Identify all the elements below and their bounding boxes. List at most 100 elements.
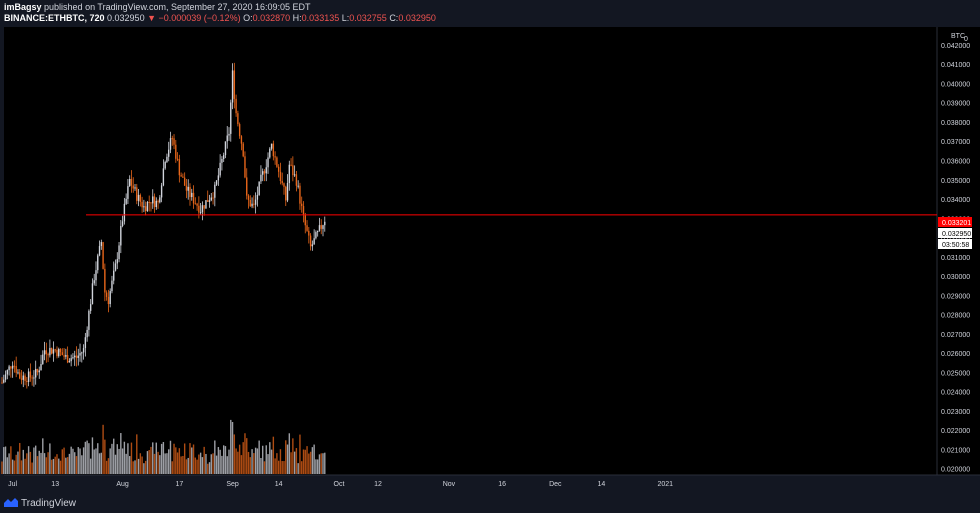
price-axis[interactable]: 0.042000 0.041000 0.040000 0.039000 0.038000… bbox=[941, 43, 970, 474]
volume-bar bbox=[68, 453, 71, 474]
candle-body bbox=[34, 368, 37, 378]
volume-bar bbox=[189, 443, 191, 474]
volume-bar bbox=[256, 448, 259, 474]
volume-bar bbox=[228, 449, 230, 474]
volume-bar bbox=[150, 446, 152, 474]
price-axis-tick-label: 0.031000 bbox=[941, 255, 970, 262]
candle-body bbox=[180, 175, 182, 177]
volume-bar bbox=[52, 458, 55, 474]
candle-body bbox=[173, 138, 175, 145]
candle-body bbox=[270, 143, 273, 149]
time-axis-tick-label: Sep bbox=[226, 481, 239, 488]
candle-body bbox=[285, 186, 287, 201]
volume-bar bbox=[230, 419, 232, 474]
candle-body bbox=[192, 192, 195, 204]
chart-canvas[interactable]: 0.042000 0.041000 0.040000 0.039000 0.038000… bbox=[0, 24, 980, 502]
volume-bar bbox=[61, 449, 63, 474]
candle-body bbox=[27, 371, 30, 382]
volume-bar bbox=[75, 456, 78, 474]
candle-body bbox=[166, 156, 168, 162]
candle-body bbox=[224, 141, 227, 156]
candle-body bbox=[111, 280, 113, 292]
open-value: 0.032870 bbox=[252, 13, 291, 23]
candle-body bbox=[203, 205, 205, 209]
candle-body bbox=[256, 194, 259, 200]
volume-bar bbox=[277, 460, 280, 474]
time-axis[interactable]: Jul 13 Aug 17 Sep 14 Oct 12 Nov 16 Dec 14 2021 bbox=[8, 481, 673, 488]
candle-body bbox=[116, 259, 118, 264]
candle-body bbox=[258, 181, 260, 195]
volume-bar bbox=[185, 459, 188, 474]
last-price-tag-background bbox=[938, 228, 972, 238]
time-axis-tick-label: Jul bbox=[8, 481, 17, 488]
volume-bars bbox=[1, 419, 326, 474]
price-axis-tick-label: 0.041000 bbox=[941, 62, 970, 69]
candle-body bbox=[208, 200, 211, 202]
candle-body bbox=[210, 197, 212, 201]
candle-body bbox=[107, 296, 110, 305]
volume-bar bbox=[159, 455, 161, 474]
volume-bar bbox=[194, 457, 197, 474]
candle-body bbox=[10, 366, 12, 369]
candle-body bbox=[222, 155, 225, 159]
candle-body bbox=[311, 244, 314, 247]
volume-bar bbox=[104, 439, 106, 474]
volume-bar bbox=[231, 422, 234, 474]
tradingview-logo-icon bbox=[4, 498, 18, 507]
candle-body bbox=[267, 157, 269, 168]
author-name[interactable]: imBagsy bbox=[4, 2, 42, 12]
candle-body bbox=[61, 352, 63, 356]
last-price-tag-text: 0.032950 bbox=[942, 231, 971, 238]
candle-body bbox=[77, 355, 79, 358]
volume-bar bbox=[251, 449, 253, 474]
candle-body bbox=[95, 270, 97, 281]
candle-body bbox=[104, 268, 106, 293]
candle-body bbox=[54, 349, 56, 351]
candles bbox=[1, 62, 326, 389]
volume-bar bbox=[3, 447, 5, 474]
candle-body bbox=[121, 221, 124, 226]
volume-bar bbox=[74, 452, 76, 474]
candle-body bbox=[249, 199, 251, 207]
volume-bar bbox=[267, 454, 269, 474]
volume-bar bbox=[45, 457, 48, 474]
candle-body bbox=[322, 225, 324, 229]
candle-body bbox=[75, 355, 78, 358]
price-axis-tick-label: 0.042000 bbox=[941, 43, 970, 50]
candle-body bbox=[288, 164, 291, 184]
volume-bar bbox=[144, 460, 147, 474]
candle-body bbox=[207, 200, 209, 202]
candle-body bbox=[286, 183, 289, 201]
candle-body bbox=[93, 280, 95, 284]
candle-body bbox=[313, 238, 315, 245]
volume-bar bbox=[113, 438, 115, 474]
volume-bar bbox=[79, 448, 81, 474]
volume-bar bbox=[269, 442, 271, 474]
volume-bar bbox=[217, 447, 220, 474]
candle-body bbox=[301, 203, 303, 207]
candle-body bbox=[36, 368, 39, 373]
candle-body bbox=[182, 176, 184, 178]
candle-body bbox=[19, 372, 21, 379]
candle-body bbox=[15, 366, 17, 373]
symbol-label[interactable]: BINANCE:ETHBTC, 720 bbox=[4, 13, 105, 23]
candle-body bbox=[47, 354, 49, 356]
price-axis-tick-label: 0.022000 bbox=[941, 428, 970, 435]
candle-body bbox=[247, 195, 250, 200]
volume-bar bbox=[84, 441, 87, 474]
candle-body bbox=[194, 203, 197, 205]
candle-body bbox=[297, 185, 299, 187]
volume-bar bbox=[279, 449, 282, 474]
candle-body bbox=[265, 167, 267, 174]
volume-bar bbox=[258, 440, 260, 474]
ohlc-legend: BINANCE:ETHBTC, 720 0.032950 ▼ −0.000039… bbox=[4, 13, 436, 23]
volume-bar bbox=[26, 453, 28, 474]
candle-body bbox=[105, 292, 108, 297]
volume-bar bbox=[102, 424, 104, 474]
candle-body bbox=[269, 148, 271, 158]
tradingview-logo[interactable]: TradingView bbox=[4, 497, 76, 509]
candle-body bbox=[88, 310, 90, 330]
candle-body bbox=[11, 365, 14, 369]
candle-body bbox=[141, 201, 143, 208]
candle-body bbox=[304, 214, 306, 226]
